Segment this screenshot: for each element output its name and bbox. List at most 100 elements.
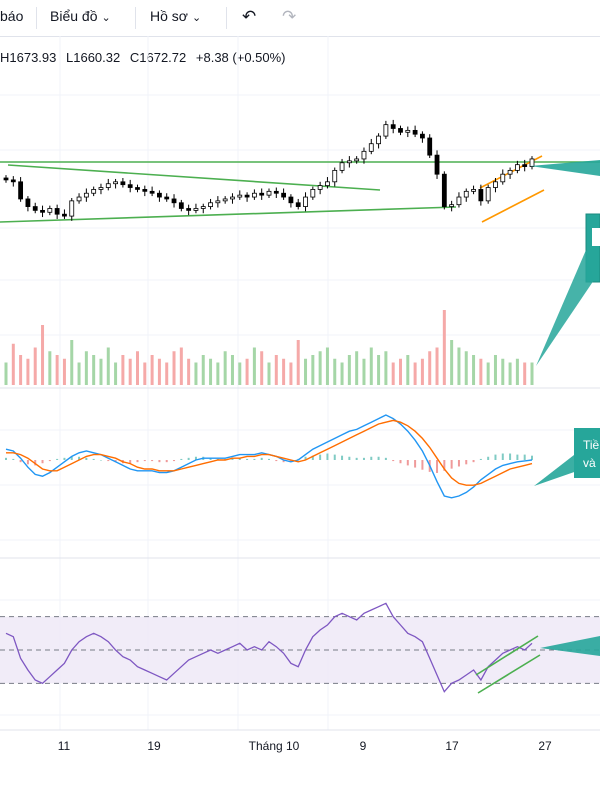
redo-icon[interactable]: ↷ xyxy=(282,7,297,26)
macd-histogram-up xyxy=(92,458,95,460)
candle-up xyxy=(91,189,97,194)
candle-down xyxy=(412,129,418,135)
candle-down xyxy=(127,184,133,188)
volume-bar-down xyxy=(420,358,424,385)
candle-down xyxy=(398,128,403,133)
candle-down xyxy=(186,208,192,211)
candle-up xyxy=(493,181,498,188)
macd-histogram-up xyxy=(238,457,241,460)
price-chart[interactable]: Tiề và 11 19 Tháng 10 9 17 27 xyxy=(0,36,600,800)
macd-callout-box xyxy=(574,428,600,478)
candle-down xyxy=(25,198,31,207)
price-callout-arrow xyxy=(530,160,600,176)
macd-histogram-down xyxy=(392,460,395,462)
macd-callout-text-2: và xyxy=(583,456,596,470)
volume-bar-down xyxy=(260,351,264,385)
volume-bar-up xyxy=(311,355,315,385)
volume-bar-up xyxy=(508,362,512,385)
candle-up xyxy=(346,160,352,164)
candle-up xyxy=(471,189,476,192)
volume-bar-up xyxy=(464,351,468,385)
macd-histogram-up xyxy=(56,458,59,460)
volume-bar-up xyxy=(493,355,497,385)
candle-down xyxy=(40,209,45,213)
volume-bar-up xyxy=(347,355,351,385)
candle-down xyxy=(142,189,148,192)
candle-up xyxy=(317,185,323,190)
candle-up xyxy=(193,208,199,211)
macd-histogram-up xyxy=(487,456,490,460)
volume-callout-glyph xyxy=(592,228,600,246)
volume-bar-up xyxy=(450,340,454,385)
candle-down xyxy=(478,189,484,202)
volume-bar-up xyxy=(106,347,110,385)
volume-bar-down xyxy=(187,358,191,385)
macd-histogram-up xyxy=(253,458,256,460)
volume-bar-up xyxy=(340,362,344,385)
volume-bar-down xyxy=(62,358,66,385)
ohlc-low: L1660.32 xyxy=(66,50,121,65)
volume-bar-up xyxy=(318,351,322,385)
volume-bar-up xyxy=(325,347,329,385)
profile-menu-label: Hồ sơ xyxy=(150,8,188,24)
macd-histogram-down xyxy=(472,460,475,463)
volume-bar-down xyxy=(172,351,176,385)
macd-histogram-up xyxy=(370,456,373,460)
volume-bar-down xyxy=(413,362,417,385)
volume-bar-up xyxy=(114,362,118,385)
volume-bar-up xyxy=(501,358,505,385)
candle-up xyxy=(463,190,469,198)
volume-bar-up xyxy=(84,351,88,385)
candle-up xyxy=(507,169,513,175)
chart-menu-button[interactable]: Biểu đồ ⌄ xyxy=(50,8,111,24)
candle-down xyxy=(32,206,38,211)
candle-up xyxy=(113,181,118,185)
volume-bar-up xyxy=(238,362,242,385)
candle-up xyxy=(251,192,257,198)
macd-histogram-down xyxy=(436,460,439,473)
candle-down xyxy=(281,192,287,198)
volume-bar-down xyxy=(41,325,45,385)
candle-down xyxy=(62,213,67,217)
macd-histogram-up xyxy=(516,454,519,460)
volume-bar-down xyxy=(143,362,147,385)
volume-bar-up xyxy=(92,355,96,385)
volume-bar-up xyxy=(267,362,271,385)
volume-bar-down xyxy=(150,355,154,385)
volume-bar-down xyxy=(128,358,132,385)
candle-down xyxy=(164,196,170,200)
toolbar-divider xyxy=(226,7,227,29)
volume-bar-up xyxy=(77,362,81,385)
volume-bar-down xyxy=(289,362,293,385)
rsi-channel-upper-line xyxy=(475,635,539,676)
macd-histogram-up xyxy=(311,455,314,460)
candle-down xyxy=(135,187,140,190)
volume-bar-up xyxy=(201,355,205,385)
candle-up xyxy=(83,192,89,198)
x-tick-label: 11 xyxy=(58,739,71,753)
x-tick-label: 19 xyxy=(147,739,161,753)
volume-bar-up xyxy=(304,358,308,385)
ohlc-change: +8.38 (+0.50%) xyxy=(195,50,286,65)
volume-bar-up xyxy=(515,358,519,385)
volume-bar-down xyxy=(282,358,286,385)
undo-icon[interactable]: ↶ xyxy=(242,7,257,26)
candle-down xyxy=(390,124,396,129)
ohlc-high: H1673.93 xyxy=(0,50,57,65)
triangle-upper-line xyxy=(7,164,381,191)
macd-histogram-up xyxy=(63,457,66,460)
candle-up xyxy=(383,124,389,137)
volume-bar-down xyxy=(523,362,527,385)
candle-up xyxy=(69,200,75,217)
volume-bar-down xyxy=(399,358,402,385)
candle-up xyxy=(230,196,235,200)
macd-histogram-down xyxy=(275,460,278,462)
x-tick-label: 17 xyxy=(445,739,459,753)
volume-bar-down xyxy=(26,358,30,385)
candle-down xyxy=(54,208,60,215)
profile-menu-button[interactable]: Hồ sơ ⌄ xyxy=(150,8,201,24)
candle-down xyxy=(149,190,155,194)
macd-histogram-up xyxy=(209,457,212,460)
volume-bar-down xyxy=(165,362,169,385)
report-menu-partial[interactable]: báo xyxy=(0,8,24,24)
